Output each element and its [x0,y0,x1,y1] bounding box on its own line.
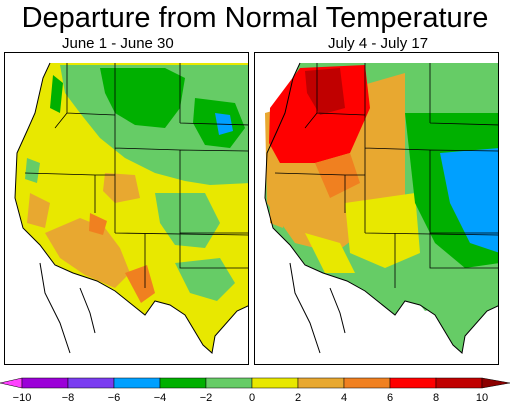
legend-tick-label: −8 [61,392,75,404]
left-period-label: June 1 - June 30 [62,35,174,52]
map-panel-june [4,52,249,365]
coastline [264,62,498,354]
anomaly-patches [25,65,248,303]
legend-tick-label: 4 [340,392,348,404]
map-june [14,62,248,354]
map-title: Departure from Normal Temperature [21,2,489,34]
legend-swatch [251,377,299,389]
legend-swatch [159,377,207,389]
state-borders [24,63,248,288]
legend-swatch [297,377,345,389]
state-borders [274,63,498,288]
legend-tick-label: 6 [386,392,394,404]
legend-swatch [67,377,115,389]
color-legend-bar [0,377,510,389]
coastline [14,62,248,354]
legend-tick-label: −10 [12,392,32,404]
anomaly-patches [265,65,498,311]
legend-tick-label: 8 [432,392,440,404]
legend-swatch [435,377,483,389]
map-july [264,62,498,354]
legend-swatch [113,377,161,389]
legend-swatch [21,377,69,389]
legend-tick-label: −2 [199,392,213,404]
legend-tick-label: 0 [248,392,256,404]
legend-tick-label: −6 [107,392,121,404]
legend-tick-label: 2 [294,392,302,404]
legend-swatch [205,377,253,389]
legend-arrow-low [0,377,23,389]
legend-swatch [389,377,437,389]
legend-arrow-high [481,377,510,389]
legend-swatch [343,377,391,389]
legend-tick-label: 10 [475,392,489,404]
legend-tick-label: −4 [153,392,167,404]
map-panel-july [254,52,499,365]
right-period-label: July 4 - July 17 [328,35,429,52]
